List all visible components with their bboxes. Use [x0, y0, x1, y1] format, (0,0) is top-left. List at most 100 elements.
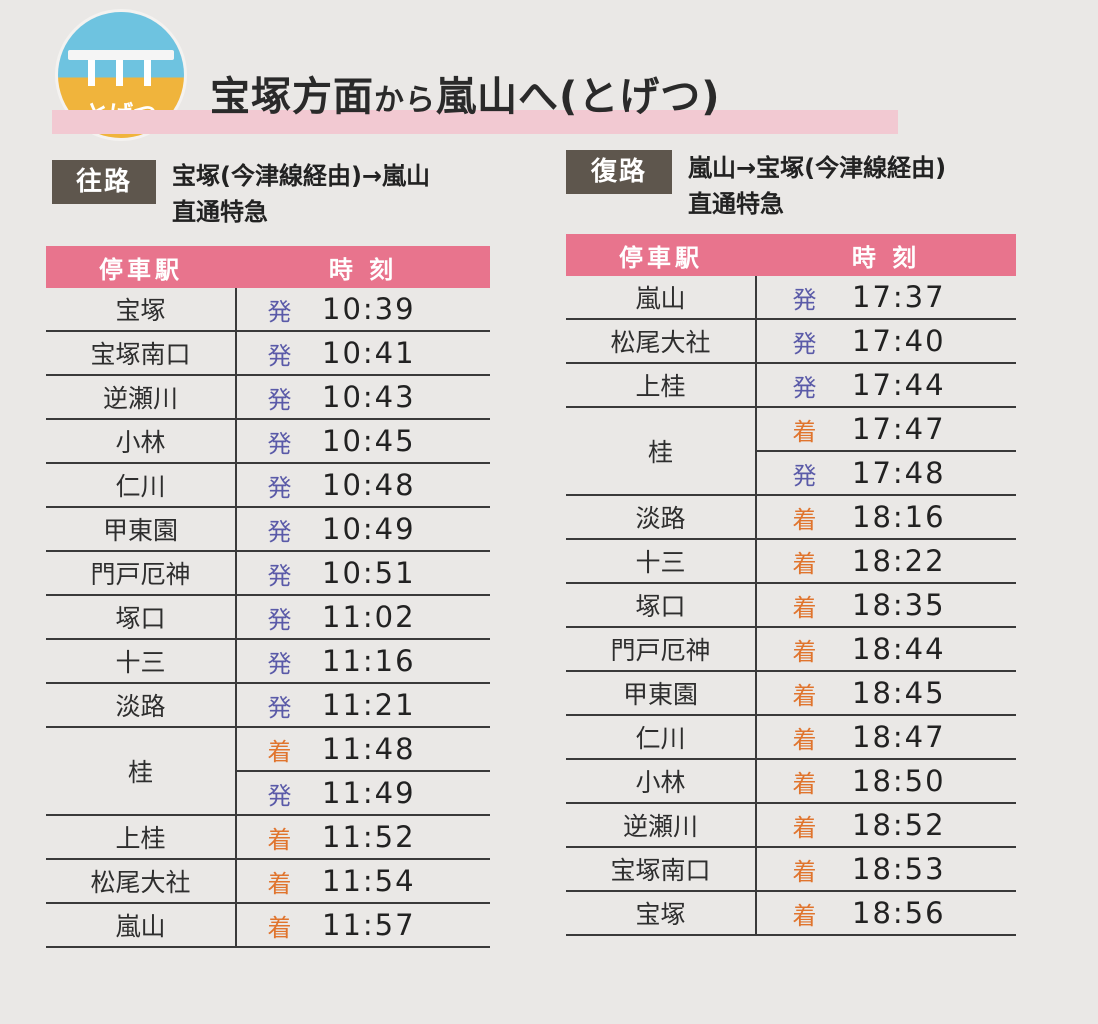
arrival-mark: 着 [756, 803, 852, 848]
timetable-row: 甲東園着 18:45 [566, 671, 1016, 716]
title-underline-band [52, 110, 898, 134]
time-value: 11:57 [322, 903, 490, 948]
time-value: 17:40 [852, 319, 1016, 364]
departure-mark: 発 [236, 639, 322, 684]
arrival-mark: 着 [236, 815, 322, 860]
time-value: 18:56 [852, 891, 1016, 936]
outbound-tag: 往路 [52, 160, 156, 204]
departure-mark: 発 [236, 595, 322, 640]
title-part2: から [374, 83, 436, 118]
timetable-row: 十三着 18:22 [566, 539, 1016, 584]
station-name: 仁川 [566, 715, 757, 760]
departure-mark: 発 [236, 288, 322, 332]
station-name: 小林 [566, 759, 757, 804]
time-value: 11:21 [322, 683, 490, 728]
time-column-header: 時 刻 [756, 234, 1016, 276]
bridge-icon [68, 50, 174, 60]
station-name: 宝塚南口 [46, 331, 237, 376]
arrival-mark: 着 [756, 539, 852, 584]
timetable-row: 宝塚発 10:39 [46, 288, 490, 332]
timetable-row: 嵐山発 17:37 [566, 276, 1016, 320]
station-name: 淡路 [566, 495, 757, 540]
station-name: 桂 [46, 727, 237, 816]
time-value: 10:39 [322, 288, 490, 332]
bridge-pillar [88, 60, 95, 86]
timetable-row: 淡路着 18:16 [566, 495, 1016, 540]
timetable-row: 門戸厄神発 10:51 [46, 551, 490, 596]
timetable-row: 嵐山着 11:57 [46, 903, 490, 948]
timetable-row: 甲東園発 10:49 [46, 507, 490, 552]
time-value: 18:50 [852, 759, 1016, 804]
arrival-mark: 着 [236, 903, 322, 948]
time-value: 17:44 [852, 363, 1016, 408]
time-value: 11:48 [322, 727, 490, 772]
station-name: 宝塚南口 [566, 847, 757, 892]
departure-mark: 発 [236, 507, 322, 552]
station-name: 門戸厄神 [566, 627, 757, 672]
outbound-header-row: 停車駅 時 刻 [46, 246, 490, 288]
time-value: 17:37 [852, 276, 1016, 320]
station-name: 十三 [566, 539, 757, 584]
station-name: 甲東園 [46, 507, 237, 552]
time-value: 10:51 [322, 551, 490, 596]
departure-mark: 発 [236, 375, 322, 420]
timetable-row: 逆瀬川着 18:52 [566, 803, 1016, 848]
station-name: 塚口 [46, 595, 237, 640]
arrival-mark: 着 [756, 847, 852, 892]
time-value: 11:16 [322, 639, 490, 684]
timetable-row: 塚口着 18:35 [566, 583, 1016, 628]
station-name: 小林 [46, 419, 237, 464]
arrival-mark: 着 [236, 859, 322, 904]
departure-mark: 発 [236, 463, 322, 508]
timetable-row: 十三発 11:16 [46, 639, 490, 684]
timetable-row: 桂着 17:47 [566, 407, 1016, 496]
station-name: 門戸厄神 [46, 551, 237, 596]
timetable-row: 門戸厄神着 18:44 [566, 627, 1016, 672]
station-name: 上桂 [46, 815, 237, 860]
arrival-mark: 着 [756, 715, 852, 760]
time-value: 18:22 [852, 539, 1016, 584]
departure-mark: 発 [756, 363, 852, 408]
departure-mark: 発 [236, 419, 322, 464]
station-column-header: 停車駅 [46, 246, 236, 288]
time-value: 18:47 [852, 715, 1016, 760]
time-value: 10:45 [322, 419, 490, 464]
station-name: 塚口 [566, 583, 757, 628]
timetable-row: 上桂発 17:44 [566, 363, 1016, 408]
inbound-header-row: 停車駅 時 刻 [566, 234, 1016, 276]
title-part1: 宝塚方面 [210, 74, 374, 120]
time-value: 11:52 [322, 815, 490, 860]
time-column-header: 時 刻 [236, 246, 490, 288]
timetable-row: 宝塚南口発 10:41 [46, 331, 490, 376]
timetable-row: 桂着 11:48 [46, 727, 490, 816]
time-value: 18:44 [852, 627, 1016, 672]
arrival-mark: 着 [236, 727, 322, 772]
station-name: 仁川 [46, 463, 237, 508]
outbound-train-type: 直通特急 [172, 198, 268, 226]
outbound-route-line: 宝塚(今津線経由)→嵐山 [172, 162, 431, 190]
inbound-train-type: 直通特急 [688, 190, 784, 218]
timetable-row: 発 11:49 [46, 771, 490, 816]
arrival-mark: 着 [756, 583, 852, 628]
time-value: 10:43 [322, 375, 490, 420]
bridge-pillar [116, 60, 123, 86]
arrival-mark: 着 [756, 891, 852, 936]
departure-mark: 発 [756, 451, 852, 496]
timetable-row: 宝塚着 18:56 [566, 891, 1016, 936]
bridge-pillar [144, 60, 151, 86]
station-name: 十三 [46, 639, 237, 684]
outbound-timetable: 停車駅 時 刻 宝塚発 10:39 宝塚南口発 10:41 逆瀬川発 10:43 小林発 10… [46, 246, 490, 948]
timetable-row: 淡路発 11:21 [46, 683, 490, 728]
time-value: 17:48 [852, 451, 1016, 496]
time-value: 17:47 [852, 407, 1016, 452]
timetable-row: 逆瀬川発 10:43 [46, 375, 490, 420]
time-value: 18:16 [852, 495, 1016, 540]
station-name: 逆瀬川 [566, 803, 757, 848]
station-name: 甲東園 [566, 671, 757, 716]
timetable-row: 上桂着 11:52 [46, 815, 490, 860]
station-name: 淡路 [46, 683, 237, 728]
departure-mark: 発 [236, 771, 322, 816]
departure-mark: 発 [756, 276, 852, 320]
station-name: 逆瀬川 [46, 375, 237, 420]
time-value: 18:35 [852, 583, 1016, 628]
